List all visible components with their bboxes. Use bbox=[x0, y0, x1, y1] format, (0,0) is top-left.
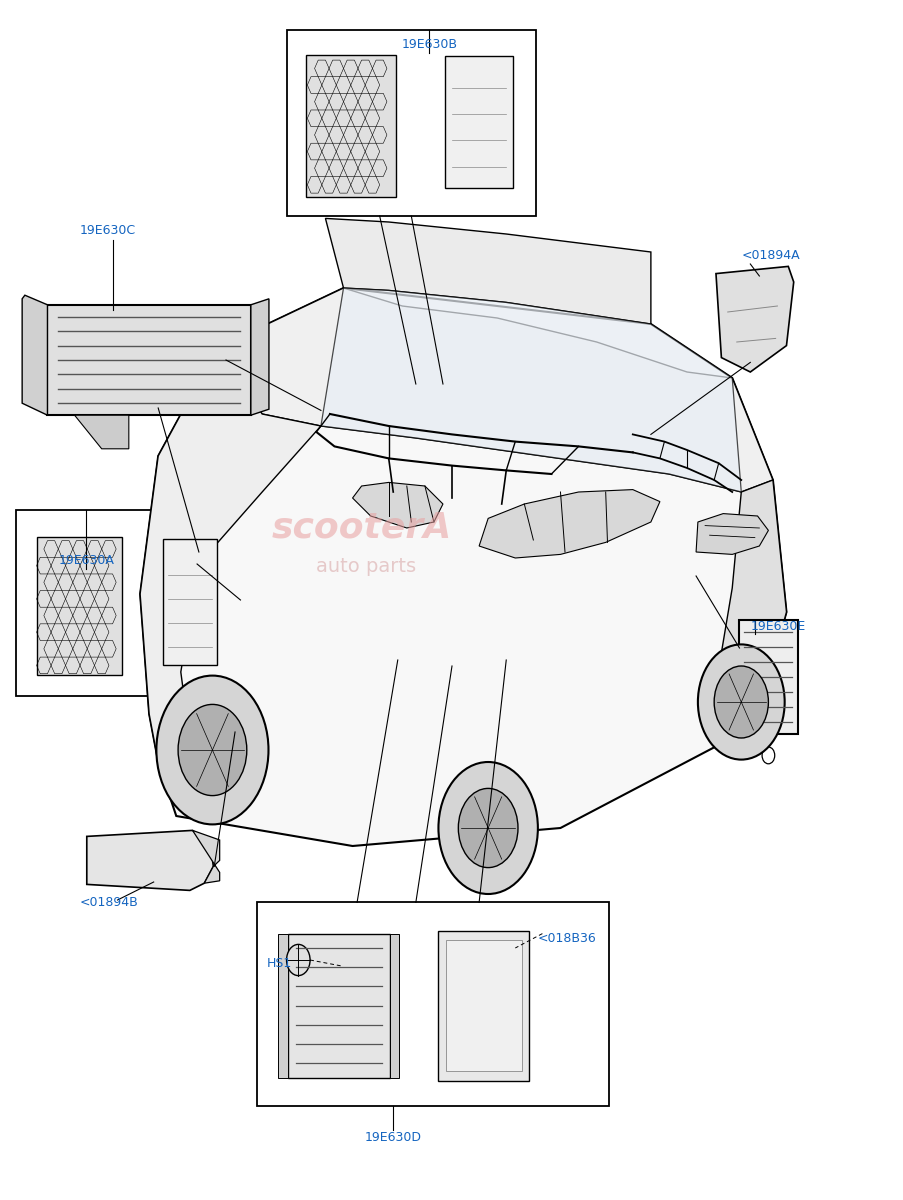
Text: 19E630D: 19E630D bbox=[364, 1132, 422, 1144]
Text: scooterA: scooterA bbox=[271, 511, 451, 545]
Bar bbox=[16, 510, 240, 696]
Polygon shape bbox=[695, 514, 768, 554]
Circle shape bbox=[178, 704, 247, 796]
Bar bbox=[305, 55, 396, 197]
Circle shape bbox=[713, 666, 768, 738]
Polygon shape bbox=[192, 830, 219, 883]
Bar bbox=[48, 305, 251, 415]
Polygon shape bbox=[87, 830, 213, 890]
Bar bbox=[438, 931, 528, 1080]
Bar bbox=[287, 30, 535, 216]
Bar bbox=[256, 902, 609, 1106]
Bar bbox=[389, 934, 398, 1078]
Text: 19E630A: 19E630A bbox=[59, 554, 115, 566]
Circle shape bbox=[286, 944, 310, 976]
Text: 19E630E: 19E630E bbox=[749, 620, 805, 632]
Text: 19E630B: 19E630B bbox=[401, 38, 457, 50]
Circle shape bbox=[438, 762, 537, 894]
Bar bbox=[445, 940, 521, 1070]
Text: 19E630C: 19E630C bbox=[79, 224, 135, 236]
Bar bbox=[277, 934, 288, 1078]
Bar bbox=[163, 539, 217, 665]
Polygon shape bbox=[713, 480, 786, 726]
Polygon shape bbox=[352, 482, 442, 528]
Circle shape bbox=[458, 788, 517, 868]
Polygon shape bbox=[479, 490, 659, 558]
Circle shape bbox=[761, 746, 774, 763]
Bar bbox=[445, 56, 513, 188]
Text: auto parts: auto parts bbox=[316, 557, 416, 576]
Circle shape bbox=[156, 676, 268, 824]
Polygon shape bbox=[321, 288, 740, 492]
Polygon shape bbox=[140, 288, 786, 846]
Text: <01894A: <01894A bbox=[740, 250, 799, 262]
Text: <018B36: <018B36 bbox=[537, 932, 596, 944]
Bar bbox=[739, 619, 797, 733]
Polygon shape bbox=[715, 266, 793, 372]
Polygon shape bbox=[140, 348, 321, 774]
Polygon shape bbox=[251, 299, 269, 415]
Text: HS1: HS1 bbox=[266, 958, 292, 970]
Bar bbox=[288, 934, 389, 1078]
Polygon shape bbox=[325, 218, 650, 324]
Text: <01894B: <01894B bbox=[79, 896, 138, 908]
Polygon shape bbox=[75, 415, 129, 449]
Circle shape bbox=[697, 644, 784, 760]
Polygon shape bbox=[217, 288, 772, 492]
Bar bbox=[36, 538, 123, 674]
Polygon shape bbox=[23, 295, 48, 415]
